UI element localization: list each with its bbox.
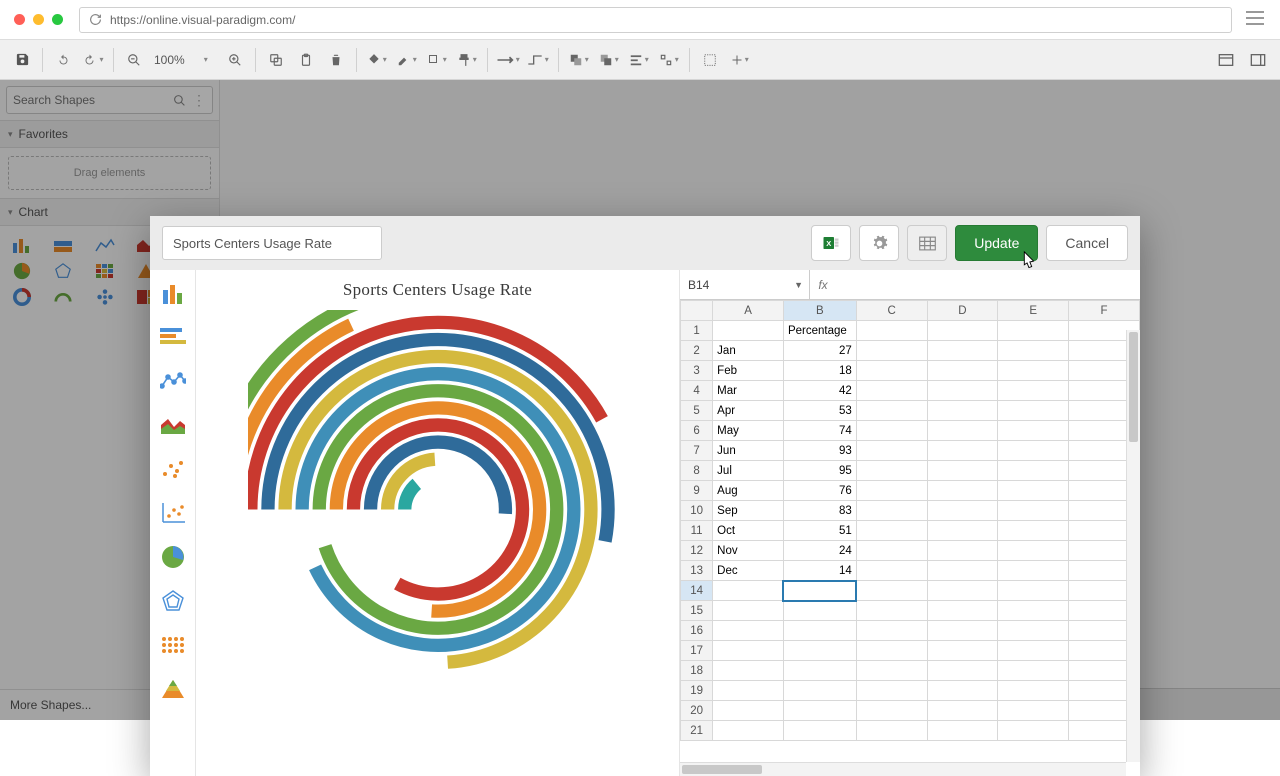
cell-ref-dropdown-icon[interactable]: ▼ (794, 280, 803, 290)
radial-bar-chart (248, 310, 628, 690)
paste-icon[interactable] (292, 46, 320, 74)
data-sheet: B14 ▼ fx ABCDEF1Percentage2Jan273Feb184M… (680, 270, 1140, 776)
svg-text:X: X (826, 239, 831, 248)
reload-icon[interactable] (88, 13, 102, 27)
to-front-icon[interactable] (565, 46, 593, 74)
ct-pyramid[interactable] (158, 674, 188, 704)
chart-title: Sports Centers Usage Rate (343, 280, 532, 300)
line-color-icon[interactable] (393, 46, 421, 74)
data-grid-button[interactable] (907, 225, 947, 261)
zoom-out-icon[interactable] (120, 46, 148, 74)
url-text: https://online.visual-paradigm.com/ (110, 13, 295, 27)
ct-line[interactable] (158, 366, 188, 396)
connector-icon[interactable] (494, 46, 522, 74)
fx-label: fx (810, 278, 836, 292)
hscrollbar[interactable] (680, 762, 1126, 776)
ct-dot-matrix[interactable] (158, 630, 188, 660)
ct-area[interactable] (158, 410, 188, 440)
redo-icon[interactable] (79, 46, 107, 74)
formula-input[interactable] (836, 270, 1140, 299)
export-excel-button[interactable]: X (811, 225, 851, 261)
chart-edit-modal: X Update Cancel Sports Cente (150, 216, 1140, 776)
panel-toggle-2-icon[interactable] (1244, 46, 1272, 74)
align-icon[interactable] (625, 46, 653, 74)
ct-scatter-axes[interactable] (158, 498, 188, 528)
update-button[interactable]: Update (955, 225, 1038, 261)
ct-bar[interactable] (158, 322, 188, 352)
ct-pie[interactable] (158, 542, 188, 572)
formula-bar: B14 ▼ fx (680, 270, 1140, 300)
app-toolbar: 100% (0, 40, 1280, 80)
close-window[interactable] (14, 14, 25, 25)
fill-color-icon[interactable] (363, 46, 391, 74)
browser-chrome: https://online.visual-paradigm.com/ (0, 0, 1280, 40)
ct-column[interactable] (158, 278, 188, 308)
undo-icon[interactable] (49, 46, 77, 74)
ct-scatter[interactable] (158, 454, 188, 484)
maximize-window[interactable] (52, 14, 63, 25)
chart-type-list (150, 270, 196, 776)
menu-icon[interactable] (1246, 11, 1266, 28)
zoom-dropdown[interactable] (191, 46, 219, 74)
insert-icon[interactable] (726, 46, 754, 74)
chart-name-input[interactable] (162, 226, 382, 260)
spreadsheet-grid[interactable]: ABCDEF1Percentage2Jan273Feb184Mar425Apr5… (680, 300, 1140, 741)
distribute-icon[interactable] (655, 46, 683, 74)
settings-button[interactable] (859, 225, 899, 261)
modal-header: X Update Cancel (150, 216, 1140, 270)
cell-reference[interactable]: B14 ▼ (680, 270, 810, 299)
vscrollbar[interactable] (1126, 330, 1140, 762)
shadow-icon[interactable] (423, 46, 451, 74)
format-painter-icon[interactable] (453, 46, 481, 74)
copy-icon[interactable] (262, 46, 290, 74)
window-controls (14, 14, 63, 25)
save-icon[interactable] (8, 46, 36, 74)
minimize-window[interactable] (33, 14, 44, 25)
panel-toggle-1-icon[interactable] (1212, 46, 1240, 74)
delete-icon[interactable] (322, 46, 350, 74)
cancel-button[interactable]: Cancel (1046, 225, 1128, 261)
chart-preview: Sports Centers Usage Rate (196, 270, 680, 776)
ct-radar[interactable] (158, 586, 188, 616)
waypoint-icon[interactable] (524, 46, 552, 74)
to-back-icon[interactable] (595, 46, 623, 74)
zoom-in-icon[interactable] (221, 46, 249, 74)
address-bar[interactable]: https://online.visual-paradigm.com/ (79, 7, 1232, 33)
zoom-level[interactable]: 100% (150, 53, 189, 67)
group-icon[interactable] (696, 46, 724, 74)
